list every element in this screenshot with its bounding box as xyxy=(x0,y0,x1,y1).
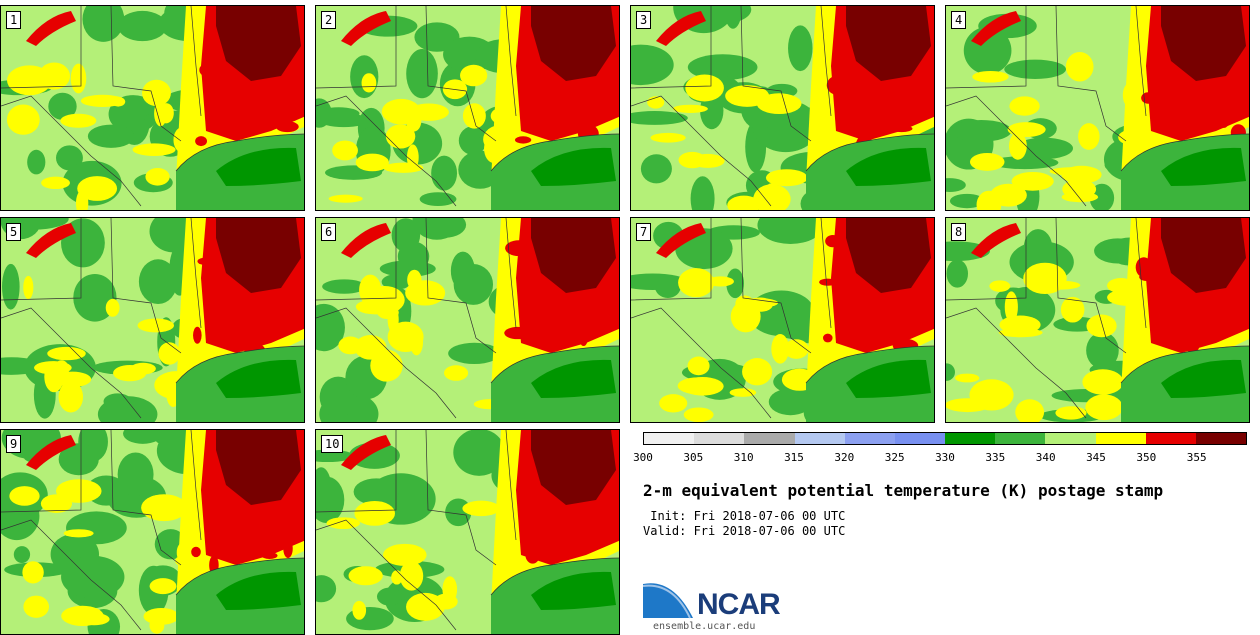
colorbar-swatch xyxy=(844,433,895,444)
logo-url: ensemble.ucar.edu xyxy=(653,621,756,632)
colorbar-tick-label: 310 xyxy=(733,451,754,464)
postage-stamp-map: 1 xyxy=(0,5,305,211)
stamp-member-label: 8 xyxy=(951,223,967,241)
colorbar-swatch xyxy=(1195,433,1247,444)
colorbar-tick-label: 345 xyxy=(1086,451,1106,464)
ncar-logo-text: NCAR xyxy=(697,588,781,621)
stamp-member-label: 5 xyxy=(6,223,22,241)
init-time: Init: Fri 2018-07-06 00 UTC xyxy=(643,509,846,523)
valid-time: Valid: Fri 2018-07-06 00 UTC xyxy=(643,524,846,538)
colorbar-swatch xyxy=(744,433,795,444)
ncar-logo-icon xyxy=(643,578,699,619)
colorbar-swatch xyxy=(894,433,946,444)
colorbar-swatch xyxy=(945,433,996,444)
stamp-member-label: 6 xyxy=(321,223,337,241)
postage-stamp-map: 7 xyxy=(630,217,935,423)
colorbar-swatch xyxy=(694,433,745,444)
stamp-member-label: 2 xyxy=(321,11,337,29)
postage-stamp-map: 5 xyxy=(0,217,305,423)
stamp-member-label: 7 xyxy=(636,223,652,241)
postage-stamp-map: 9 xyxy=(0,429,305,635)
postage-stamp-map: 3 xyxy=(630,5,935,211)
colorbar-tick-label: 340 xyxy=(1035,451,1056,464)
colorbar-tick-label: 300 xyxy=(633,451,653,464)
postage-stamp-map: 4 xyxy=(945,5,1250,211)
stamp-member-label: 3 xyxy=(636,11,652,29)
stamp-member-label: 1 xyxy=(6,11,22,29)
colorbar-swatch xyxy=(1145,433,1196,444)
colorbar-tick-label: 355 xyxy=(1186,451,1207,464)
colorbar-swatch xyxy=(995,433,1046,444)
colorbar-swatch xyxy=(644,433,695,444)
stamp-member-label: 10 xyxy=(321,435,344,453)
figure-title: 2-m equivalent potential temperature (K)… xyxy=(643,481,1164,500)
colorbar-swatch xyxy=(794,433,845,444)
colorbar-tick-label: 330 xyxy=(935,451,955,464)
colorbar-tick-label: 350 xyxy=(1136,451,1157,464)
postage-stamp-map: 8 xyxy=(945,217,1250,423)
stamp-member-label: 9 xyxy=(6,435,22,453)
postage-stamp-map: 6 xyxy=(315,217,620,423)
colorbar-tick-label: 325 xyxy=(884,451,905,464)
colorbar-tick-label: 305 xyxy=(683,451,704,464)
colorbar-tick-label: 335 xyxy=(985,451,1006,464)
colorbar-swatch xyxy=(1045,433,1096,444)
colorbar-tick-label: 315 xyxy=(784,451,804,464)
stamp-member-label: 4 xyxy=(951,11,967,29)
colorbar-tick-label: 320 xyxy=(834,451,855,464)
postage-stamp-map: 2 xyxy=(315,5,620,211)
colorbar xyxy=(643,432,1247,445)
postage-stamp-map: 10 xyxy=(315,429,620,635)
colorbar-swatch xyxy=(1095,433,1146,444)
